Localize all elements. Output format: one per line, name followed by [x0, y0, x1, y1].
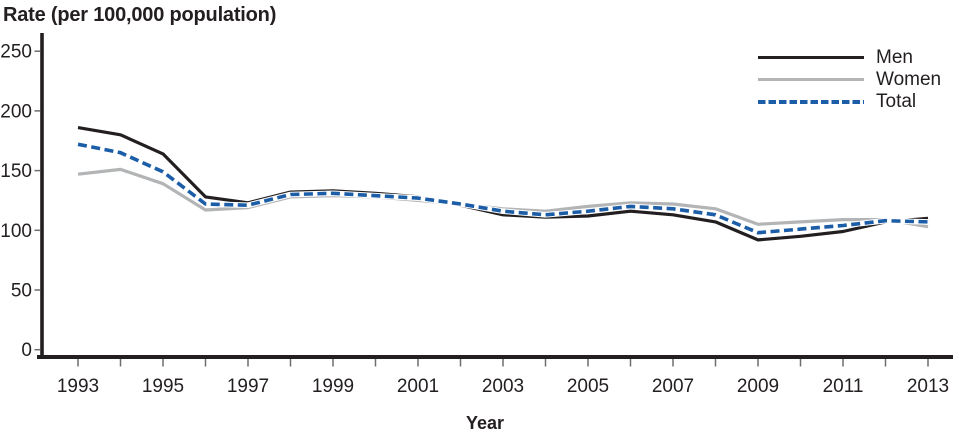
x-tick-label: 1995	[142, 376, 184, 397]
men-line-swatch	[758, 55, 864, 59]
legend-item-women: Women	[758, 68, 941, 90]
legend-label-men: Men	[876, 46, 913, 68]
y-tick-label: 150	[0, 161, 32, 182]
x-tick-label: 2009	[737, 376, 779, 397]
legend-label-total: Total	[876, 91, 917, 113]
series-line-men	[77, 126, 929, 242]
y-tick-label: 100	[0, 221, 32, 242]
chart-title: Rate (per 100,000 population)	[3, 4, 277, 26]
y-tick-label: 50	[11, 281, 32, 302]
x-tick-label: 1993	[57, 376, 99, 397]
y-tick-label: 0	[21, 340, 32, 361]
x-tick-label: 2005	[567, 376, 609, 397]
x-tick-label: 1999	[312, 376, 354, 397]
x-axis-title: Year	[465, 413, 505, 433]
x-tick-label: 2013	[907, 376, 949, 397]
y-tick-label: 200	[0, 101, 32, 122]
series-line-total	[77, 142, 929, 235]
total-line-swatch	[758, 100, 864, 104]
women-line-swatch	[758, 77, 864, 82]
legend-label-women: Women	[876, 69, 942, 91]
x-tick-label: 2007	[652, 376, 694, 397]
x-tick-label: 2011	[823, 376, 864, 397]
x-tick-label: 2003	[482, 376, 524, 397]
chart-legend: Men Women Total	[758, 46, 941, 113]
legend-item-total: Total	[758, 91, 941, 113]
y-tick-label: 250	[0, 42, 32, 63]
x-tick-label: 1997	[227, 376, 269, 397]
series-line-casing-total	[77, 141, 929, 236]
legend-item-men: Men	[758, 46, 941, 68]
x-tick-label: 2001	[397, 376, 439, 397]
